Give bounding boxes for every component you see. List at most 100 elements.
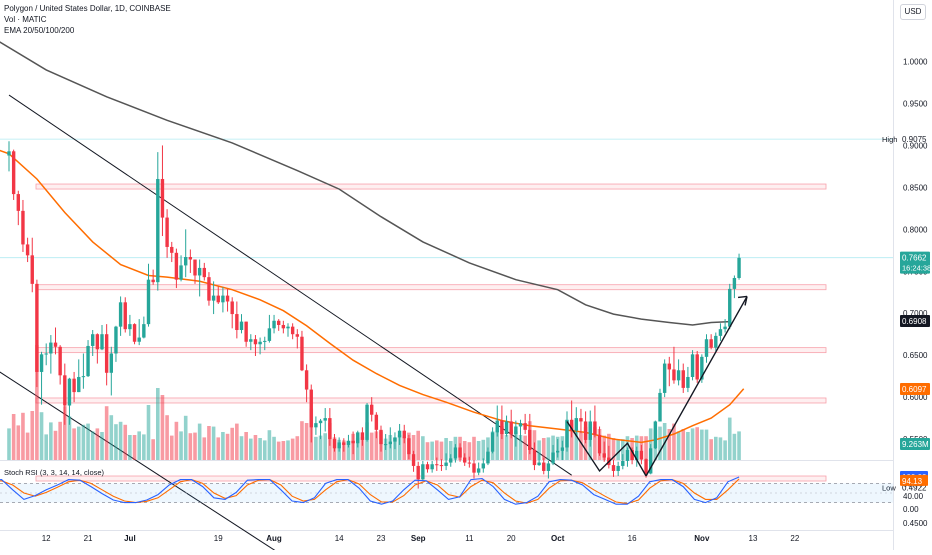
resistance-zone xyxy=(35,475,827,482)
candle xyxy=(709,334,713,350)
volume-bar xyxy=(681,429,686,460)
candle-body xyxy=(58,346,62,376)
candle-body xyxy=(300,336,304,371)
candle xyxy=(500,405,504,440)
volume-bar xyxy=(249,438,253,460)
volume-bar xyxy=(444,438,448,460)
candle xyxy=(644,458,648,478)
candle-body xyxy=(77,376,81,393)
volume-bar xyxy=(281,441,286,460)
candle-body xyxy=(574,418,578,431)
volume-bar xyxy=(262,440,267,460)
candle-body xyxy=(249,339,253,342)
volume-bar xyxy=(207,426,211,460)
candle xyxy=(695,350,699,383)
candle-body xyxy=(649,448,653,474)
candle xyxy=(653,420,658,450)
volume-bar xyxy=(686,432,690,460)
ema-200-line xyxy=(0,41,730,326)
volume-bar xyxy=(156,388,160,460)
candle-body xyxy=(737,257,741,278)
candle-body xyxy=(72,378,76,393)
volume-bar xyxy=(700,429,704,460)
candle-body xyxy=(732,277,737,289)
candle-body xyxy=(170,246,174,253)
volume-bar xyxy=(100,432,104,460)
price-label: 0.4922 Low xyxy=(882,484,927,493)
candle xyxy=(514,420,518,447)
candle-body xyxy=(53,342,58,347)
candle-body xyxy=(100,334,104,350)
volume-bar xyxy=(360,436,365,460)
candle-body xyxy=(174,252,179,280)
candle xyxy=(91,330,95,357)
volume-bar xyxy=(86,423,90,460)
volume-bar xyxy=(481,439,486,460)
candle-body xyxy=(393,437,397,442)
candle-body xyxy=(184,257,188,266)
candle xyxy=(597,426,602,456)
volume-bar xyxy=(593,427,597,460)
volume-bar xyxy=(39,412,44,460)
candle xyxy=(388,427,392,449)
candle-body xyxy=(304,370,309,390)
candle xyxy=(100,324,104,351)
candle-body xyxy=(383,444,388,446)
candle xyxy=(207,272,211,306)
candle-body xyxy=(616,465,620,471)
volume-bar xyxy=(183,415,188,460)
candle-body xyxy=(444,462,448,466)
time-axis-tick: Aug xyxy=(266,534,282,543)
candle-body xyxy=(690,354,695,377)
candle-body xyxy=(537,462,541,466)
candle-body xyxy=(635,450,639,461)
volume-bar xyxy=(495,427,500,460)
time-axis-tick: 19 xyxy=(214,534,223,543)
arrow-head-icon xyxy=(737,295,748,306)
candle xyxy=(337,437,341,452)
candle xyxy=(737,253,741,280)
volume-bar xyxy=(676,431,681,460)
candle xyxy=(439,459,444,471)
candle-body xyxy=(49,342,53,354)
volume-bar xyxy=(523,435,527,460)
volume-bar xyxy=(616,439,620,460)
candle-body xyxy=(328,418,332,440)
price-label-value: 0.6097 xyxy=(902,385,927,394)
candle-body xyxy=(188,257,193,260)
candle xyxy=(383,434,388,450)
volume-bar xyxy=(579,432,583,460)
volume-bar xyxy=(355,438,360,460)
candle xyxy=(723,319,727,333)
volume-bar xyxy=(621,439,625,460)
candle xyxy=(393,432,397,450)
volume-bar xyxy=(11,414,16,460)
volume-bar xyxy=(179,431,183,460)
stoch-k-line xyxy=(0,476,740,505)
candle xyxy=(137,319,141,346)
stoch-rsi-pane: Stoch RSI (3, 3, 14, 14, close)80.0040.0… xyxy=(0,468,928,514)
candle xyxy=(402,424,406,444)
candle-body xyxy=(314,423,318,428)
rsi-label-bg xyxy=(900,474,928,486)
price-label-bg xyxy=(900,314,930,327)
candle-body xyxy=(532,449,537,466)
candle-body xyxy=(235,314,239,331)
candle xyxy=(244,321,248,347)
candle-body xyxy=(379,429,383,445)
price-label: 0.9075 High xyxy=(882,135,927,144)
candle xyxy=(146,263,151,327)
ema-50-line xyxy=(0,149,745,444)
candle-body xyxy=(644,459,648,474)
candle-body xyxy=(221,295,225,303)
price-label-bg xyxy=(900,382,930,395)
currency-button[interactable]: USD xyxy=(900,4,926,20)
candle xyxy=(290,323,295,340)
candle xyxy=(676,359,681,386)
candle-body xyxy=(704,339,709,357)
candle xyxy=(304,364,309,403)
volume-bar xyxy=(695,427,699,460)
